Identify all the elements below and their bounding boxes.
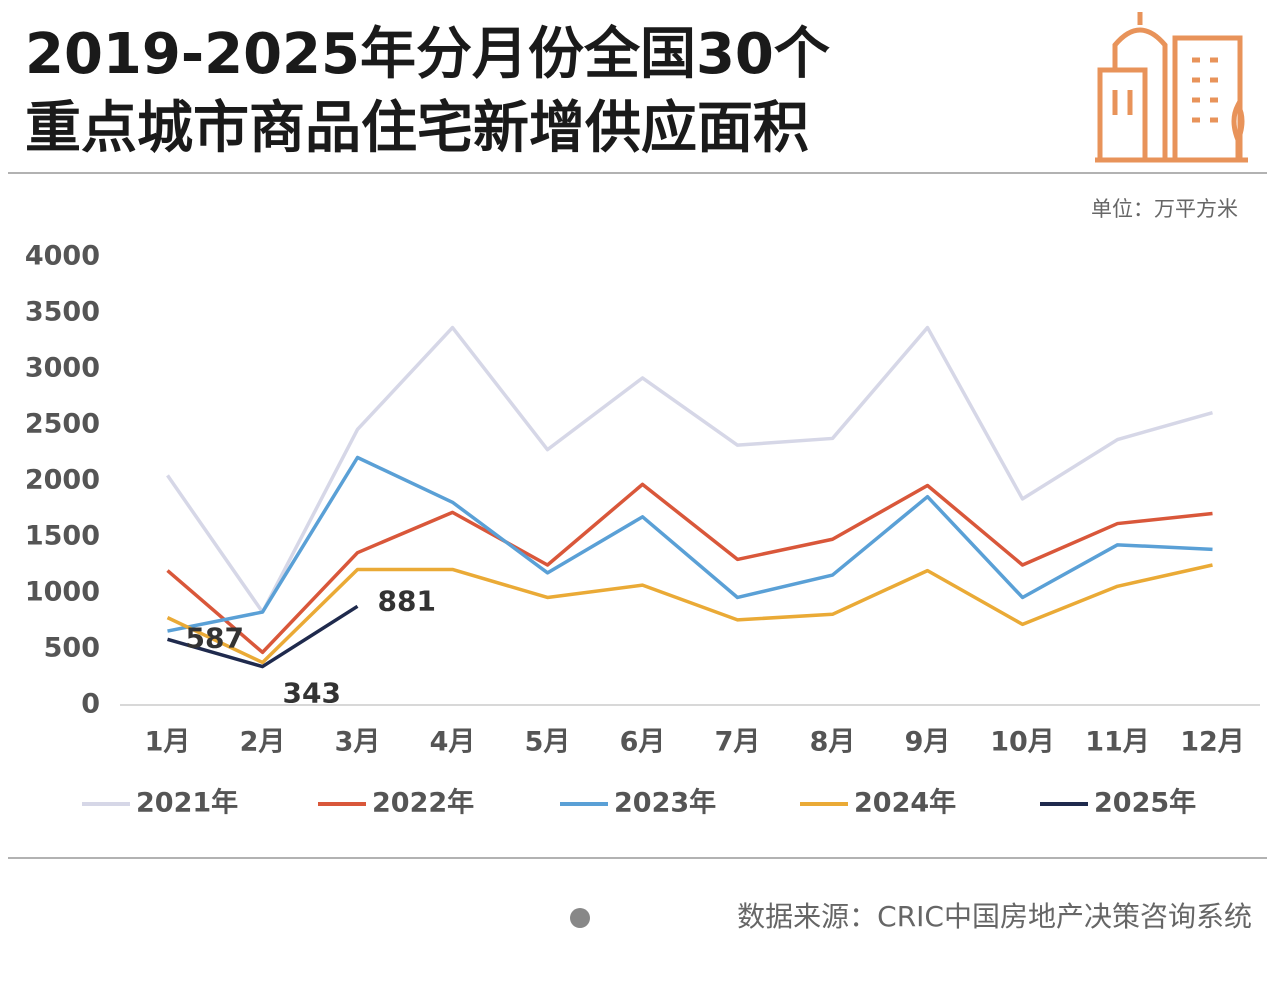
- data-label: 343: [283, 677, 341, 710]
- x-tick-label: 1月: [145, 727, 191, 758]
- series-line: [167, 455, 1213, 633]
- series-line: [166, 482, 1213, 655]
- building-icon: [1095, 12, 1248, 163]
- source-bullet: [570, 908, 590, 928]
- x-tick-label: 7月: [715, 727, 761, 758]
- x-tick-label: 5月: [525, 727, 571, 758]
- legend-label: 2024年: [854, 787, 956, 819]
- unit-label: 单位：万平方米: [1091, 197, 1238, 221]
- legend-label: 2021年: [136, 787, 238, 819]
- y-tick-label: 2000: [25, 465, 100, 496]
- y-tick-label: 4000: [25, 241, 100, 272]
- chart-title: 重点城市商品住宅新增供应面积: [25, 96, 809, 161]
- chart-title: 2019-2025年分月份全国30个: [25, 22, 830, 87]
- x-tick-label: 4月: [430, 727, 476, 758]
- x-tick-label: 8月: [810, 727, 856, 758]
- y-tick-label: 3500: [25, 297, 100, 328]
- y-tick-label: 1500: [25, 521, 100, 552]
- x-tick-label: 10月: [990, 727, 1055, 758]
- x-tick-label: 2月: [240, 727, 286, 758]
- data-label: 881: [378, 584, 436, 617]
- y-tick-label: 1000: [25, 577, 100, 608]
- data-label: 587: [186, 621, 244, 654]
- legend-label: 2023年: [614, 787, 716, 819]
- y-tick-label: 3000: [25, 353, 100, 384]
- source: 数据来源：CRIC中国房地产决策咨询系统: [737, 900, 1252, 933]
- x-tick-label: 6月: [620, 727, 666, 758]
- x-tick-label: 12月: [1180, 727, 1245, 758]
- x-tick-label: 9月: [905, 727, 951, 758]
- x-tick-label: 11月: [1085, 727, 1150, 758]
- x-tick-label: 3月: [335, 727, 381, 758]
- y-tick-label: 0: [81, 689, 100, 720]
- y-tick-label: 2500: [25, 409, 100, 440]
- legend-label: 2025年: [1094, 787, 1196, 819]
- y-tick-label: 500: [44, 633, 100, 664]
- series-line: [166, 325, 1213, 614]
- legend-label: 2022年: [372, 787, 474, 819]
- series-line: [166, 563, 1213, 665]
- series-line: [167, 604, 359, 669]
